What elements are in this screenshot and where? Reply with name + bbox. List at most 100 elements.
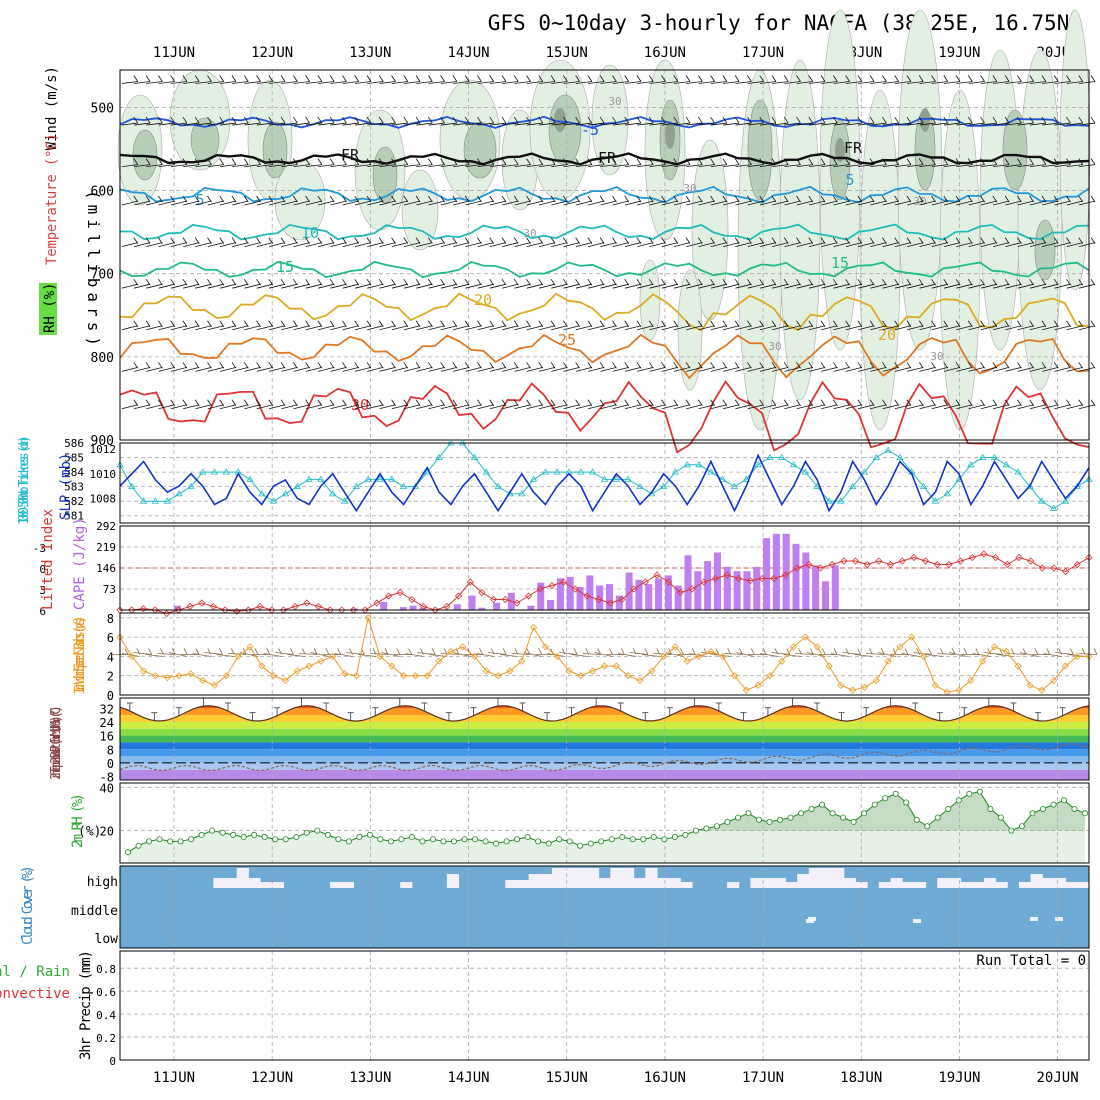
wind-barb-flag [894,320,900,327]
rh2m-point [903,799,910,806]
wind-barb-10m-flag [892,648,897,655]
wind-barb [465,200,482,206]
wind-barb [649,81,666,84]
wind-barb [342,81,359,84]
wind-speed-point [612,662,620,670]
wind-barb-flag [661,195,666,203]
wind-barb-flag [317,237,323,244]
wind-barb [416,200,433,206]
wind-tick: 2 [107,670,114,684]
wind-barb [943,81,961,84]
wind-barb [367,242,384,247]
thickness-point [1073,482,1081,490]
thickness-point [707,468,715,475]
rh2m-point [724,818,731,825]
wind-barb-flag [1053,278,1059,286]
wind-barb [354,200,372,206]
wind-barb-flag [145,75,151,82]
wind-barb-flag [428,278,433,286]
wind-barb-flag [207,278,212,286]
wind-barb [526,283,543,289]
wind-speed-point [435,657,443,665]
wind-barb [723,366,740,372]
wind-barb-flag [636,195,642,203]
wind-speed-point [553,652,561,660]
wind-barb [170,242,188,247]
temp-band [120,708,1089,716]
wind-barb [158,164,175,168]
wind-barb-flag [771,278,777,286]
wind-barb-flag [366,75,372,82]
wind-barb-flag [1090,75,1096,82]
wind-barb-flag [636,399,642,406]
wind-barb [207,404,224,410]
wind-barb [882,122,899,126]
lifted-index-point [1073,560,1081,569]
wind-barb [612,81,629,84]
lifted-index-point [139,605,147,613]
cape-bar [645,584,653,610]
wind-barb-flag [513,116,519,124]
wind-barb [980,404,997,410]
wind-barb-flag [820,320,826,327]
wind-barb-flag [489,362,495,369]
rh2m-point [640,836,647,843]
wind-barb [968,283,985,289]
wind-barb [931,404,948,410]
cloud-level-label: low [95,932,119,947]
wind-barb-flag [170,320,175,327]
rh2m-point [966,790,973,797]
thickness-point [541,468,550,475]
lifted-index-point [548,581,556,590]
wind-barb-flag [452,237,458,244]
wind-barb-flag [464,116,470,124]
wind-barb-flag [918,75,924,82]
wind-barb [808,325,826,331]
wind-barb-flag [869,116,875,124]
wind-barb-flag [820,278,826,286]
wind-speed-point [305,662,313,670]
wind-barb [661,325,678,331]
slp-tick: 1008 [90,492,117,505]
wind-barb-flag [869,237,875,244]
cloud-high-block [505,880,518,888]
wind-barb [477,81,494,84]
wind-barb-flag [648,195,654,203]
wind-barb [956,404,973,410]
wind-speed-point [766,672,774,680]
wind-barb-flag [710,116,715,124]
wind-barb-flag [1053,195,1059,203]
wind-barb-flag [771,195,777,203]
wind-barb [784,242,801,247]
wind-barb-flag [931,158,936,165]
wind-barb [195,122,212,126]
cape-bar [468,595,476,610]
wind-speed-point [128,652,136,660]
wind-barb [575,283,592,289]
wind-barb-flag [415,158,421,165]
wind-barb-10m-flag [195,648,200,655]
wind-barb [735,122,752,126]
wind-barb [833,164,850,168]
wind-barb [305,404,322,410]
wind-barb [146,366,163,372]
wind-barb [1017,164,1034,168]
wind-barb-flag [783,158,789,165]
wind-barb-flag [943,75,949,82]
lifted-index-point [980,550,988,558]
wind-barb [183,122,200,126]
wind-barb [477,164,494,168]
wind-barb-flag [1066,158,1071,165]
wind-barb-flag [710,195,715,203]
temp-tick: 8 [107,743,114,757]
wind-barb-flag [857,195,863,203]
wind-barb [588,242,605,247]
wind-barb-flag [550,116,556,124]
wind-barb-flag [832,158,838,165]
temp-line [119,705,1090,722]
wind-barb-flag [894,278,900,286]
rh2m-point [871,801,878,808]
rh2m-point [451,838,458,845]
cloud-high-block [890,878,903,888]
lifted-index-point [455,592,463,600]
